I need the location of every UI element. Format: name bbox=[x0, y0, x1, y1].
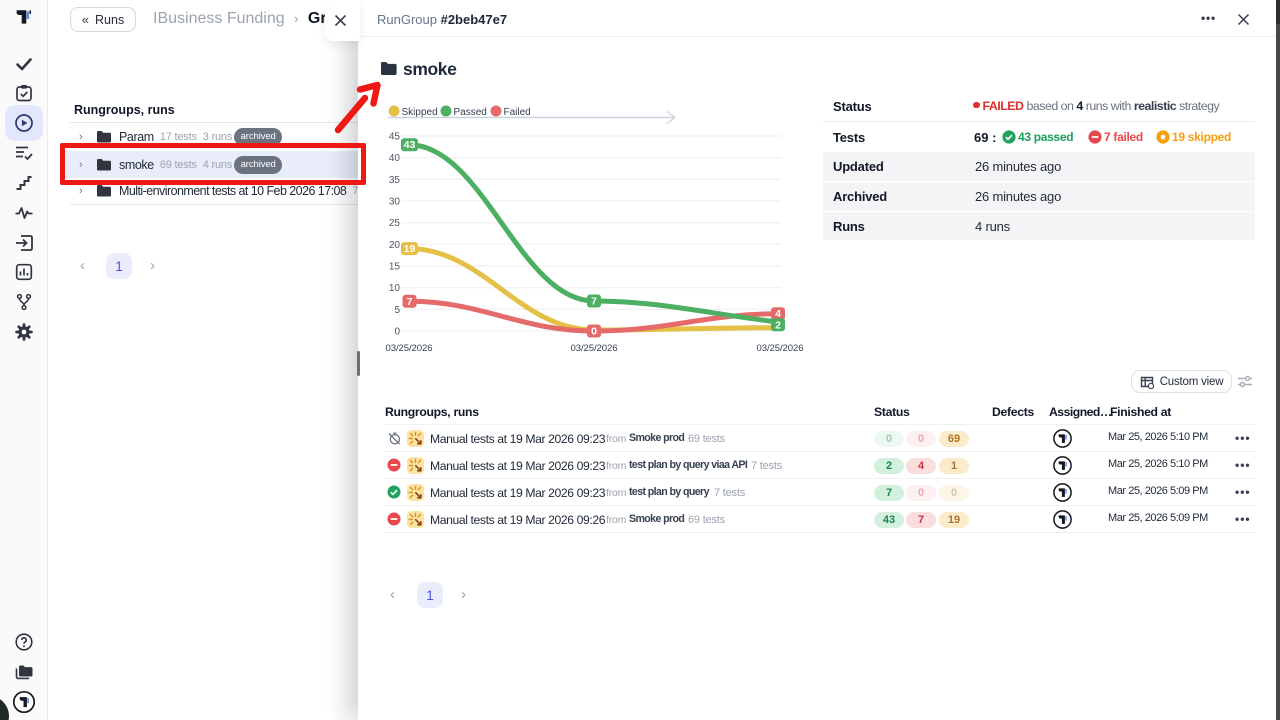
svg-text:10: 10 bbox=[389, 283, 401, 294]
svg-text:0: 0 bbox=[394, 327, 400, 338]
svg-text:19: 19 bbox=[404, 243, 416, 255]
svg-text:15: 15 bbox=[389, 262, 401, 273]
svg-text:45: 45 bbox=[389, 132, 401, 143]
svg-text:03/25/2026: 03/25/2026 bbox=[570, 343, 617, 354]
svg-text:Failed: Failed bbox=[504, 107, 531, 118]
svg-text:20: 20 bbox=[389, 240, 401, 251]
svg-text:4: 4 bbox=[775, 308, 781, 320]
svg-text:0: 0 bbox=[591, 326, 597, 338]
svg-text:Skipped: Skipped bbox=[402, 107, 438, 118]
svg-text:Passed: Passed bbox=[454, 107, 487, 118]
svg-text:5: 5 bbox=[394, 305, 400, 316]
svg-text:30: 30 bbox=[389, 197, 401, 208]
svg-text:7: 7 bbox=[407, 296, 413, 308]
svg-text:2: 2 bbox=[775, 319, 781, 331]
svg-text:03/25/2026: 03/25/2026 bbox=[756, 343, 803, 354]
svg-text:25: 25 bbox=[389, 218, 401, 229]
svg-text:03/25/2026: 03/25/2026 bbox=[385, 343, 432, 354]
svg-text:40: 40 bbox=[389, 153, 401, 164]
svg-text:35: 35 bbox=[389, 175, 401, 186]
svg-text:43: 43 bbox=[404, 139, 416, 151]
svg-text:7: 7 bbox=[591, 296, 597, 308]
